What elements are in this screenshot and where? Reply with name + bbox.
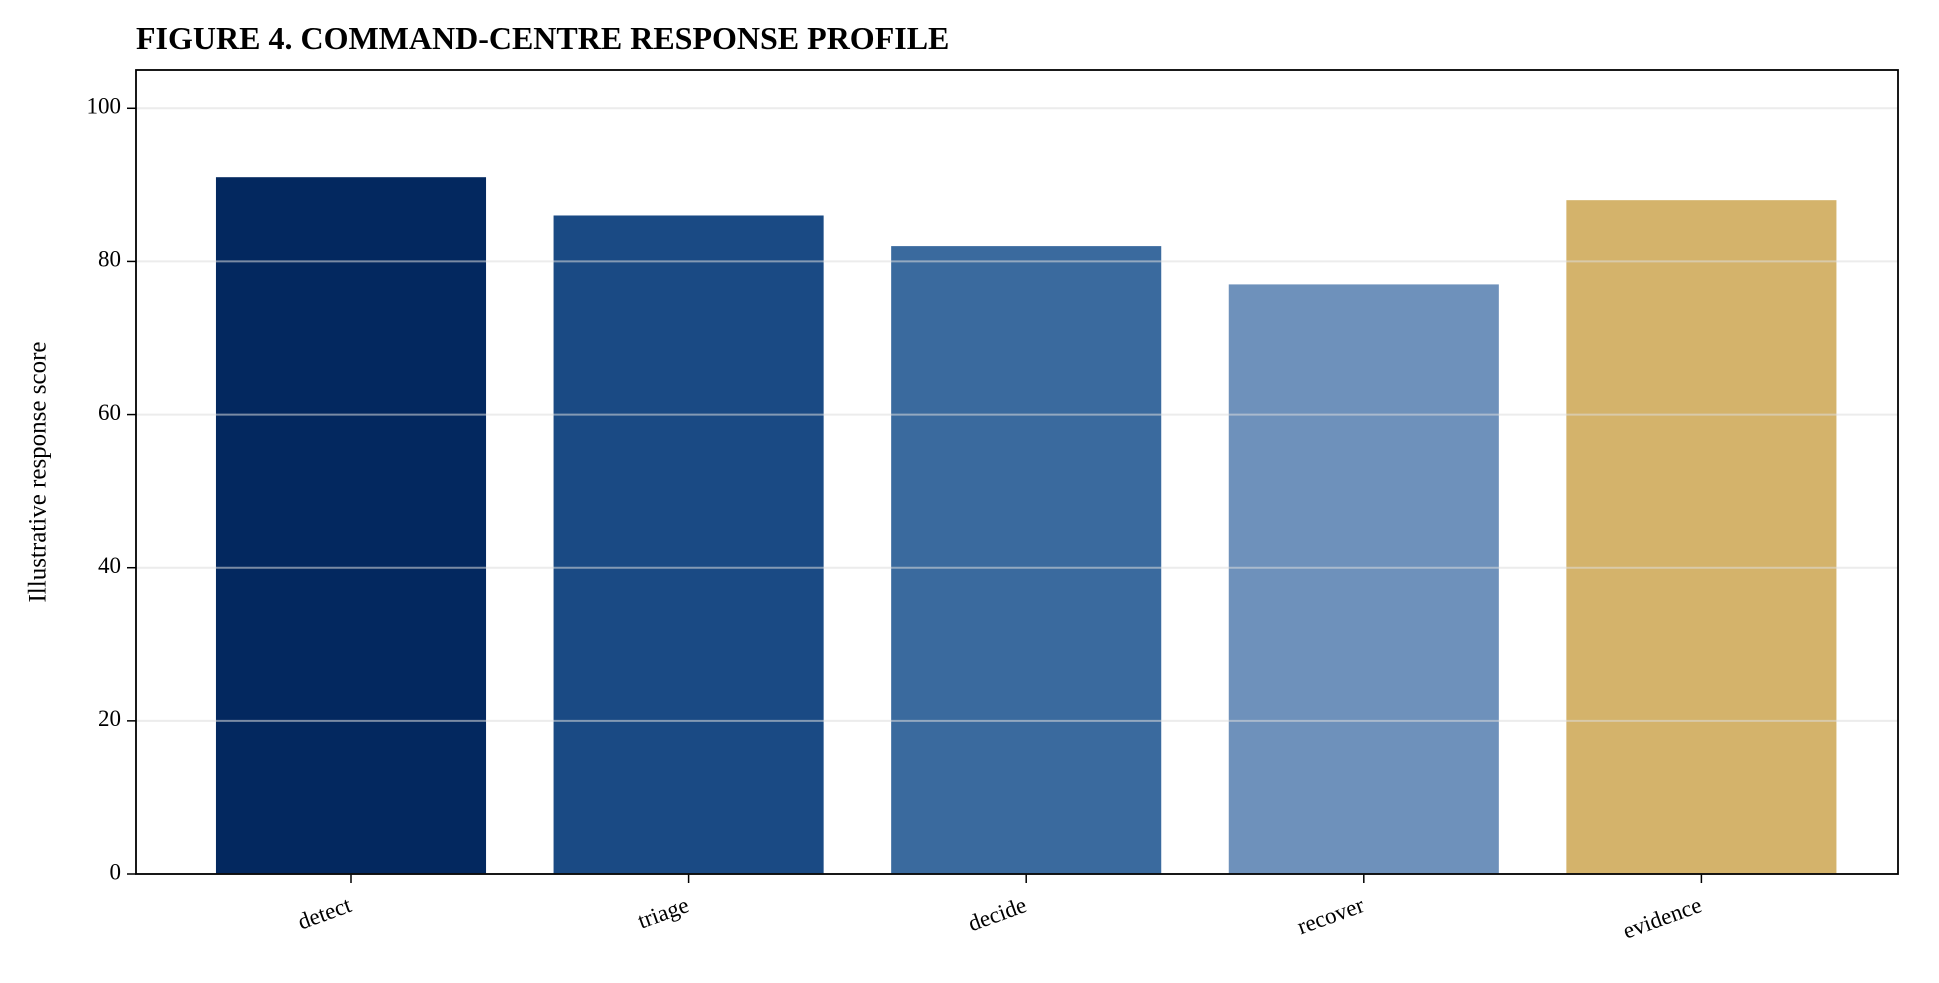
x-tick-label: decide <box>965 892 1030 936</box>
plot-frame <box>135 69 1899 875</box>
x-tick-label: triage <box>634 892 692 933</box>
y-tick-label: 60 <box>98 400 121 425</box>
y-axis-label: Illustrative response score <box>25 341 52 602</box>
y-tick-label: 20 <box>98 706 121 731</box>
x-tick-label: evidence <box>1620 892 1705 943</box>
bar <box>1566 200 1837 874</box>
x-tick-label: detect <box>294 892 355 934</box>
y-tick-label: 40 <box>98 553 121 578</box>
bar <box>553 215 824 874</box>
bar <box>1228 284 1499 874</box>
chart-title: FIGURE 4. COMMAND-CENTRE RESPONSE PROFIL… <box>136 20 949 56</box>
bar <box>891 246 1162 875</box>
y-tick-label: 100 <box>87 94 122 119</box>
x-tick-label: recover <box>1294 892 1368 939</box>
y-tick-label: 0 <box>110 859 122 884</box>
bar <box>215 177 487 874</box>
y-tick-label: 80 <box>98 247 121 272</box>
